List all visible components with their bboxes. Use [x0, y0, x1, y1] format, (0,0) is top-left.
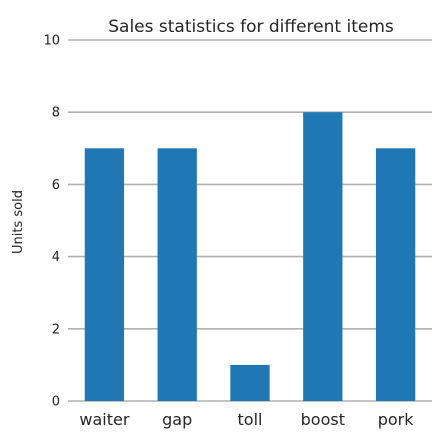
y-tick-label: 6	[52, 178, 60, 193]
x-tick-label-toll: toll	[238, 410, 263, 429]
bar-gap	[157, 148, 197, 401]
x-axis-ticks: waiter gap toll boost pork	[79, 410, 414, 429]
y-tick-label: 8	[52, 106, 60, 121]
bar-toll	[230, 364, 270, 401]
y-tick-label: 2	[52, 322, 60, 337]
y-tick-label: 0	[52, 395, 60, 410]
y-axis-ticks: 0 2 4 6 8 10	[43, 34, 60, 410]
x-tick-label-gap: gap	[162, 410, 192, 429]
x-tick-label-waiter: waiter	[79, 410, 129, 429]
bar-waiter	[84, 148, 125, 401]
bar-pork	[375, 148, 416, 401]
chart-title: Sales statistics for different items	[108, 17, 394, 37]
bar-boost	[303, 112, 343, 401]
gridlines	[68, 39, 432, 402]
y-axis-label: Units sold	[11, 190, 26, 254]
y-tick-label: 4	[52, 250, 60, 265]
bars	[84, 112, 416, 401]
x-tick-label-boost: boost	[301, 410, 345, 429]
y-tick-label: 10	[43, 34, 60, 49]
x-tick-label-pork: pork	[378, 410, 415, 429]
